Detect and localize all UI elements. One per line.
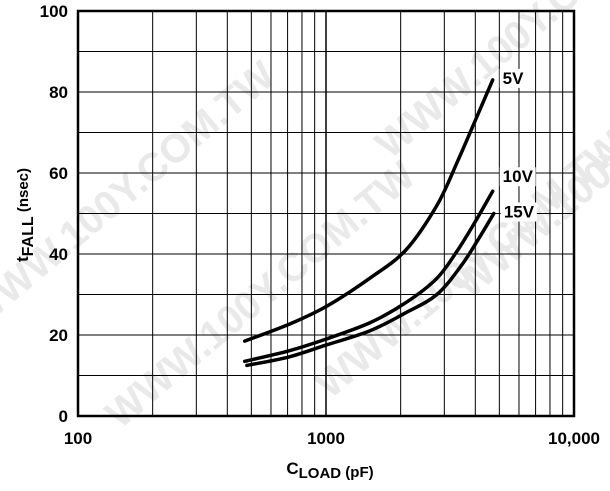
x-axis-title-sub: LOAD <box>299 465 342 482</box>
y-tick-label: 80 <box>49 83 68 102</box>
y-tick-label: 60 <box>49 164 68 183</box>
x-tick-label: 100 <box>64 429 92 448</box>
series-label-bg <box>500 202 537 222</box>
series-label-10v: 10V <box>503 167 534 186</box>
grid <box>77 11 575 416</box>
y-tick-labels: 0 20 40 60 80 100 <box>40 2 68 426</box>
plot-border <box>76 9 576 418</box>
y-tick-label: 20 <box>49 326 68 345</box>
series-line-10v <box>242 189 495 364</box>
series-line-15v <box>245 211 496 368</box>
plot-frame <box>76 9 576 418</box>
x-tick-label: 10,000 <box>548 429 600 448</box>
y-axis-title-suffix: (nsec) <box>15 168 32 216</box>
y-tick-label: 100 <box>40 2 68 21</box>
y-axis-title-sub: FALL <box>20 216 37 256</box>
x-axis-title: CLOAD (pF) <box>286 459 373 482</box>
y-axis-title: tFALL (nsec) <box>13 168 37 262</box>
x-axis-title-main: C <box>286 459 298 478</box>
series-label-15v: 15V <box>504 203 535 222</box>
y-tick-label: 40 <box>49 245 68 264</box>
x-axis-title-suffix: (pF) <box>341 464 373 481</box>
y-tick-label: 0 <box>59 407 68 426</box>
x-tick-labels: 100 1000 10,000 <box>64 429 600 448</box>
series-labels: 5V 10V 15V <box>499 68 537 222</box>
x-tick-label: 1000 <box>307 429 345 448</box>
series-label-bg <box>499 167 536 187</box>
series-label-5v: 5V <box>503 69 524 88</box>
series-label-bg <box>499 68 526 88</box>
series-lines <box>242 78 496 368</box>
series-line-5v <box>242 78 495 343</box>
y-axis-title-main: t <box>13 256 32 262</box>
